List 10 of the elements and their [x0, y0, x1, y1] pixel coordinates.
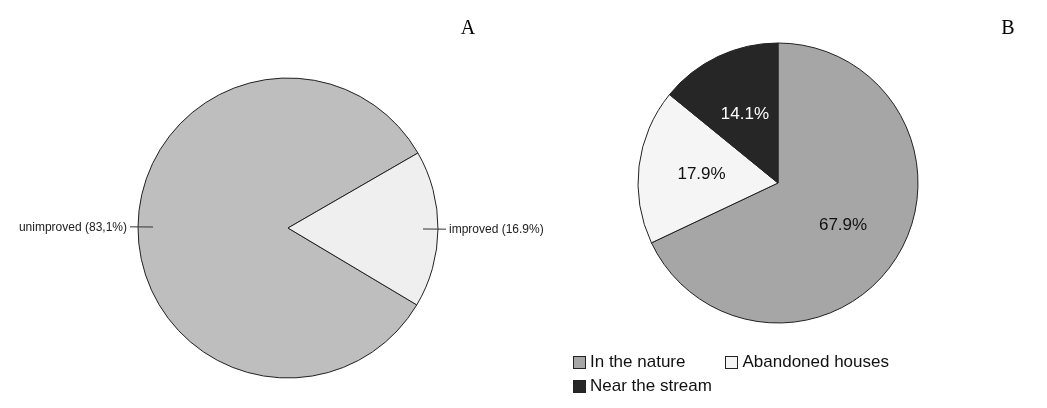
legend-label: Abandoned houses [742, 352, 889, 372]
data-label: 67.9% [818, 214, 868, 234]
chart-title: A [459, 16, 477, 39]
text: B [1000, 16, 1016, 39]
slice-label: unimproved (83,1%) [18, 219, 127, 234]
data-label: 17.9% [677, 164, 726, 184]
legend-label: Near the stream [590, 376, 712, 396]
legend-label: In the nature [590, 352, 686, 372]
slice-label: improved (16.9%) [449, 222, 544, 237]
data-label: 14.1% [720, 103, 770, 123]
